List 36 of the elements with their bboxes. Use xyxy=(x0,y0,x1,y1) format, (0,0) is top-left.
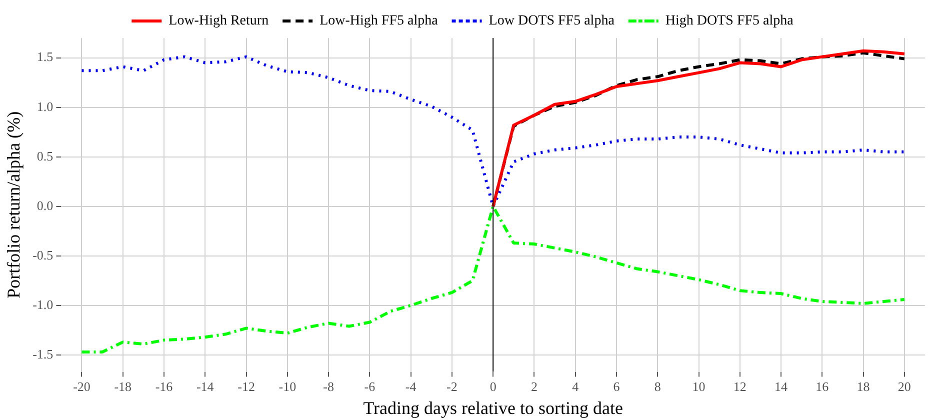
x-tick-label: -4 xyxy=(405,379,417,394)
x-tick-label: -16 xyxy=(155,379,174,394)
x-axis-title: Trading days relative to sorting date xyxy=(363,398,623,418)
y-tick-label: 0.5 xyxy=(36,148,54,164)
x-tick-label: -8 xyxy=(323,379,334,394)
x-tick-label: 14 xyxy=(774,379,788,394)
x-tick-label: -12 xyxy=(238,379,255,394)
line-series xyxy=(80,55,906,208)
x-tick-label: 2 xyxy=(530,379,538,394)
y-tick-label: -0.5 xyxy=(32,247,54,262)
x-tick-label: -6 xyxy=(364,379,376,394)
x-tick-label: 8 xyxy=(654,379,661,394)
x-tick-label: 4 xyxy=(572,379,580,394)
x-tick-label: 6 xyxy=(613,379,620,394)
x-tick-label: 20 xyxy=(898,379,911,394)
line-series xyxy=(80,204,906,354)
legend-label: Low-High FF5 alpha xyxy=(320,14,439,29)
x-tick-label: -10 xyxy=(278,379,296,394)
y-tick-label: -1.5 xyxy=(32,346,54,362)
x-tick-label: 12 xyxy=(733,379,746,394)
x-tick-label: 16 xyxy=(816,379,830,394)
y-tick-label: -1.0 xyxy=(32,296,54,312)
legend-label: Low DOTS FF5 alpha xyxy=(488,14,616,29)
y-tick-label: 1.5 xyxy=(36,49,54,64)
x-tick-label: -20 xyxy=(73,379,90,394)
y-tick-label: 1.0 xyxy=(36,98,54,114)
legend-label: High DOTS FF5 alpha xyxy=(665,14,794,29)
x-tick-label: 18 xyxy=(856,379,870,394)
x-tick-label: -14 xyxy=(196,379,214,394)
x-tick-label: -2 xyxy=(446,379,458,394)
x-tick-label: -18 xyxy=(114,379,132,394)
x-tick-label: 10 xyxy=(692,379,706,394)
legend-label: Low-High Return xyxy=(168,14,269,29)
y-axis-title: Portfolio return/alpha (%) xyxy=(4,111,24,298)
y-tick-label: 0.0 xyxy=(36,198,54,213)
x-tick-label: 0 xyxy=(490,379,496,394)
